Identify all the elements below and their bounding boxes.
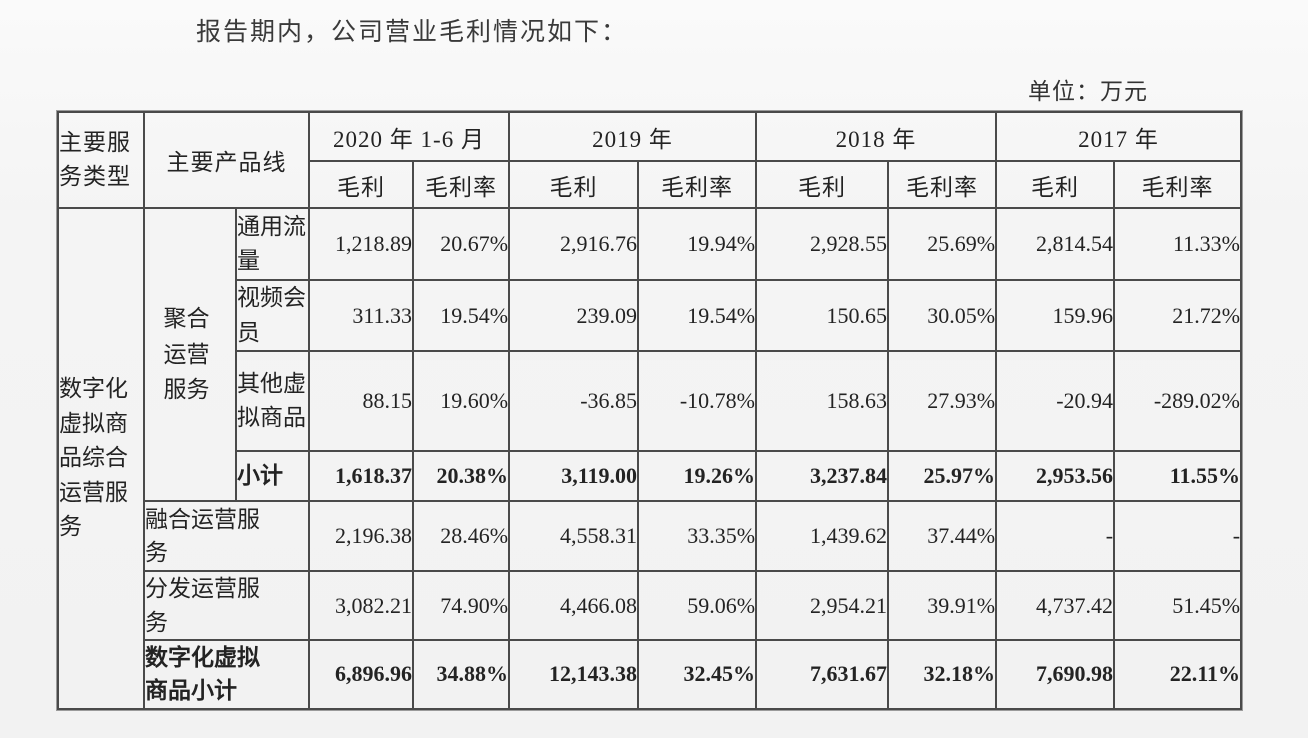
gross-profit-cell: 311.33 — [308, 279, 414, 352]
gross-profit-cell: 88.15 — [308, 350, 414, 452]
gross-profit-cell: 2,928.55 — [755, 207, 890, 281]
gross-profit-cell: 239.09 — [508, 279, 640, 352]
gross-margin-cell: 37.44% — [887, 500, 998, 572]
table-row-video-membership: 视频会员 311.33 19.54% 239.09 19.54% 150.65 … — [58, 279, 1243, 352]
header-period-2018: 2018 年 — [755, 111, 998, 162]
row-label-text: 分发运营服务 — [145, 576, 260, 635]
gross-profit-cell: 2,954.21 — [755, 570, 890, 641]
row-label-text: 数字化虚拟商品小计 — [145, 645, 260, 704]
header-period-2017: 2017 年 — [995, 111, 1243, 162]
header-product-line: 主要产品线 — [143, 111, 310, 209]
gross-margin-cell: - — [1113, 500, 1243, 572]
gross-margin-cell: 19.26% — [637, 450, 758, 502]
gross-margin-cell: 25.69% — [887, 207, 998, 281]
gross-margin-cell: 30.05% — [887, 279, 998, 352]
gross-profit-cell: 1,218.89 — [308, 207, 414, 281]
gross-profit-cell: 4,558.31 — [508, 500, 640, 572]
table-row-other-virtual-goods: 其他虚拟商品 88.15 19.60% -36.85 -10.78% 158.6… — [58, 350, 1243, 452]
gross-profit-cell: - — [995, 500, 1116, 572]
gross-profit-cell: 158.63 — [755, 350, 890, 452]
header-gross-margin-2017: 毛利率 — [1113, 160, 1243, 209]
gross-margin-cell: 39.91% — [887, 570, 998, 641]
aggregate-group-text: 聚合运营服务 — [163, 306, 210, 403]
row-label: 小计 — [235, 450, 310, 502]
gross-margin-cell: 33.35% — [637, 500, 758, 572]
gross-profit-cell: 2,953.56 — [995, 450, 1116, 502]
gross-profit-cell: 3,237.84 — [755, 450, 890, 502]
gross-margin-cell: 32.18% — [887, 639, 998, 710]
table-row-aggregate-subtotal: 小计 1,618.37 20.38% 3,119.00 19.26% 3,237… — [58, 450, 1243, 502]
header-row-metrics: 毛利 毛利率 毛利 毛利率 毛利 毛利率 毛利 毛利率 — [58, 160, 1243, 209]
aggregate-group-label: 聚合运营服务 — [143, 207, 237, 502]
gross-profit-cell: 159.96 — [995, 279, 1116, 352]
row-label: 数字化虚拟商品小计 — [143, 639, 310, 710]
row-label: 融合运营服务 — [143, 500, 310, 572]
gross-margin-cell: 11.33% — [1113, 207, 1243, 281]
gross-margin-cell: 20.38% — [411, 450, 511, 502]
gross-profit-cell: 4,737.42 — [995, 570, 1116, 641]
gross-margin-cell: 19.60% — [411, 350, 511, 452]
gross-margin-cell: -10.78% — [637, 350, 758, 452]
gross-margin-cell: 19.94% — [637, 207, 758, 281]
header-gross-margin-2019: 毛利率 — [637, 160, 758, 209]
gross-profit-cell: 7,631.67 — [755, 639, 890, 710]
gross-profit-cell: -36.85 — [508, 350, 640, 452]
header-period-2020h1: 2020 年 1-6 月 — [307, 111, 511, 162]
header-gross-margin-2020h1: 毛利率 — [411, 160, 511, 209]
row-label: 通用流量 — [235, 207, 310, 281]
row-label-text: 融合运营服务 — [145, 506, 260, 565]
gross-margin-cell: -289.02% — [1113, 350, 1243, 452]
gross-margin-cell: 11.55% — [1113, 450, 1243, 502]
table-row-fusion-operation: 融合运营服务 2,196.38 28.46% 4,558.31 33.35% 1… — [58, 500, 1243, 572]
gross-profit-cell: 12,143.38 — [508, 639, 640, 710]
gross-margin-cell: 34.88% — [411, 639, 511, 710]
gross-profit-cell: 2,196.38 — [308, 500, 414, 572]
service-group-label: 数字化虚拟商品综合运营服务 — [57, 207, 145, 710]
table-row-digital-goods-subtotal: 数字化虚拟商品小计 6,896.96 34.88% 12,143.38 32.4… — [58, 639, 1243, 710]
gross-profit-cell: 1,618.37 — [308, 450, 414, 502]
gross-margin-cell: 32.45% — [637, 639, 758, 710]
row-label: 分发运营服务 — [143, 570, 310, 641]
gross-profit-cell: 3,119.00 — [508, 450, 640, 502]
gross-profit-cell: 3,082.21 — [308, 570, 414, 641]
gross-margin-cell: 74.90% — [411, 570, 511, 641]
header-gross-profit-2018: 毛利 — [755, 160, 890, 209]
gross-margin-cell: 19.54% — [411, 279, 511, 352]
gross-margin-cell: 28.46% — [411, 500, 511, 572]
gross-profit-cell: 6,896.96 — [308, 639, 414, 710]
header-gross-profit-2020h1: 毛利 — [308, 160, 414, 209]
gross-margin-cell: 59.06% — [637, 570, 758, 641]
gross-profit-cell: 150.65 — [755, 279, 890, 352]
gross-profit-cell: 2,916.76 — [508, 207, 640, 281]
header-period-2019: 2019 年 — [508, 111, 758, 162]
header-gross-profit-2019: 毛利 — [508, 160, 640, 209]
header-row-periods: 主要服务类型 主要产品线 2020 年 1-6 月 2019 年 2018 年 … — [57, 111, 1243, 209]
gross-margin-cell: 19.54% — [637, 279, 758, 352]
gross-profit-table: 主要服务类型 主要产品线 2020 年 1-6 月 2019 年 2018 年 … — [57, 111, 1243, 710]
gross-margin-cell: 25.97% — [887, 450, 998, 502]
table-row-general-traffic: 数字化虚拟商品综合运营服务 聚合运营服务 通用流量 1,218.89 20.67… — [57, 207, 1243, 710]
header-gross-margin-2018: 毛利率 — [887, 160, 998, 209]
unit-label: 单位：万元 — [1028, 79, 1148, 104]
gross-margin-cell: 51.45% — [1113, 570, 1243, 641]
row-label: 其他虚拟商品 — [235, 350, 310, 452]
gross-profit-cell: 7,690.98 — [995, 639, 1116, 710]
gross-profit-cell: -20.94 — [995, 350, 1116, 452]
header-service-type: 主要服务类型 — [57, 111, 145, 209]
gross-margin-cell: 21.72% — [1113, 279, 1243, 352]
gross-profit-cell: 1,439.62 — [755, 500, 890, 572]
header-gross-profit-2017: 毛利 — [995, 160, 1116, 209]
gross-profit-cell: 4,466.08 — [508, 570, 640, 641]
gross-margin-cell: 22.11% — [1113, 639, 1243, 710]
gross-margin-cell: 20.67% — [411, 207, 511, 281]
row-label: 视频会员 — [235, 279, 310, 352]
table-row-distribution-operation: 分发运营服务 3,082.21 74.90% 4,466.08 59.06% 2… — [58, 570, 1243, 641]
gross-profit-cell: 2,814.54 — [995, 207, 1116, 281]
page-title: 报告期内，公司营业毛利情况如下： — [196, 19, 629, 46]
gross-margin-cell: 27.93% — [887, 350, 998, 452]
